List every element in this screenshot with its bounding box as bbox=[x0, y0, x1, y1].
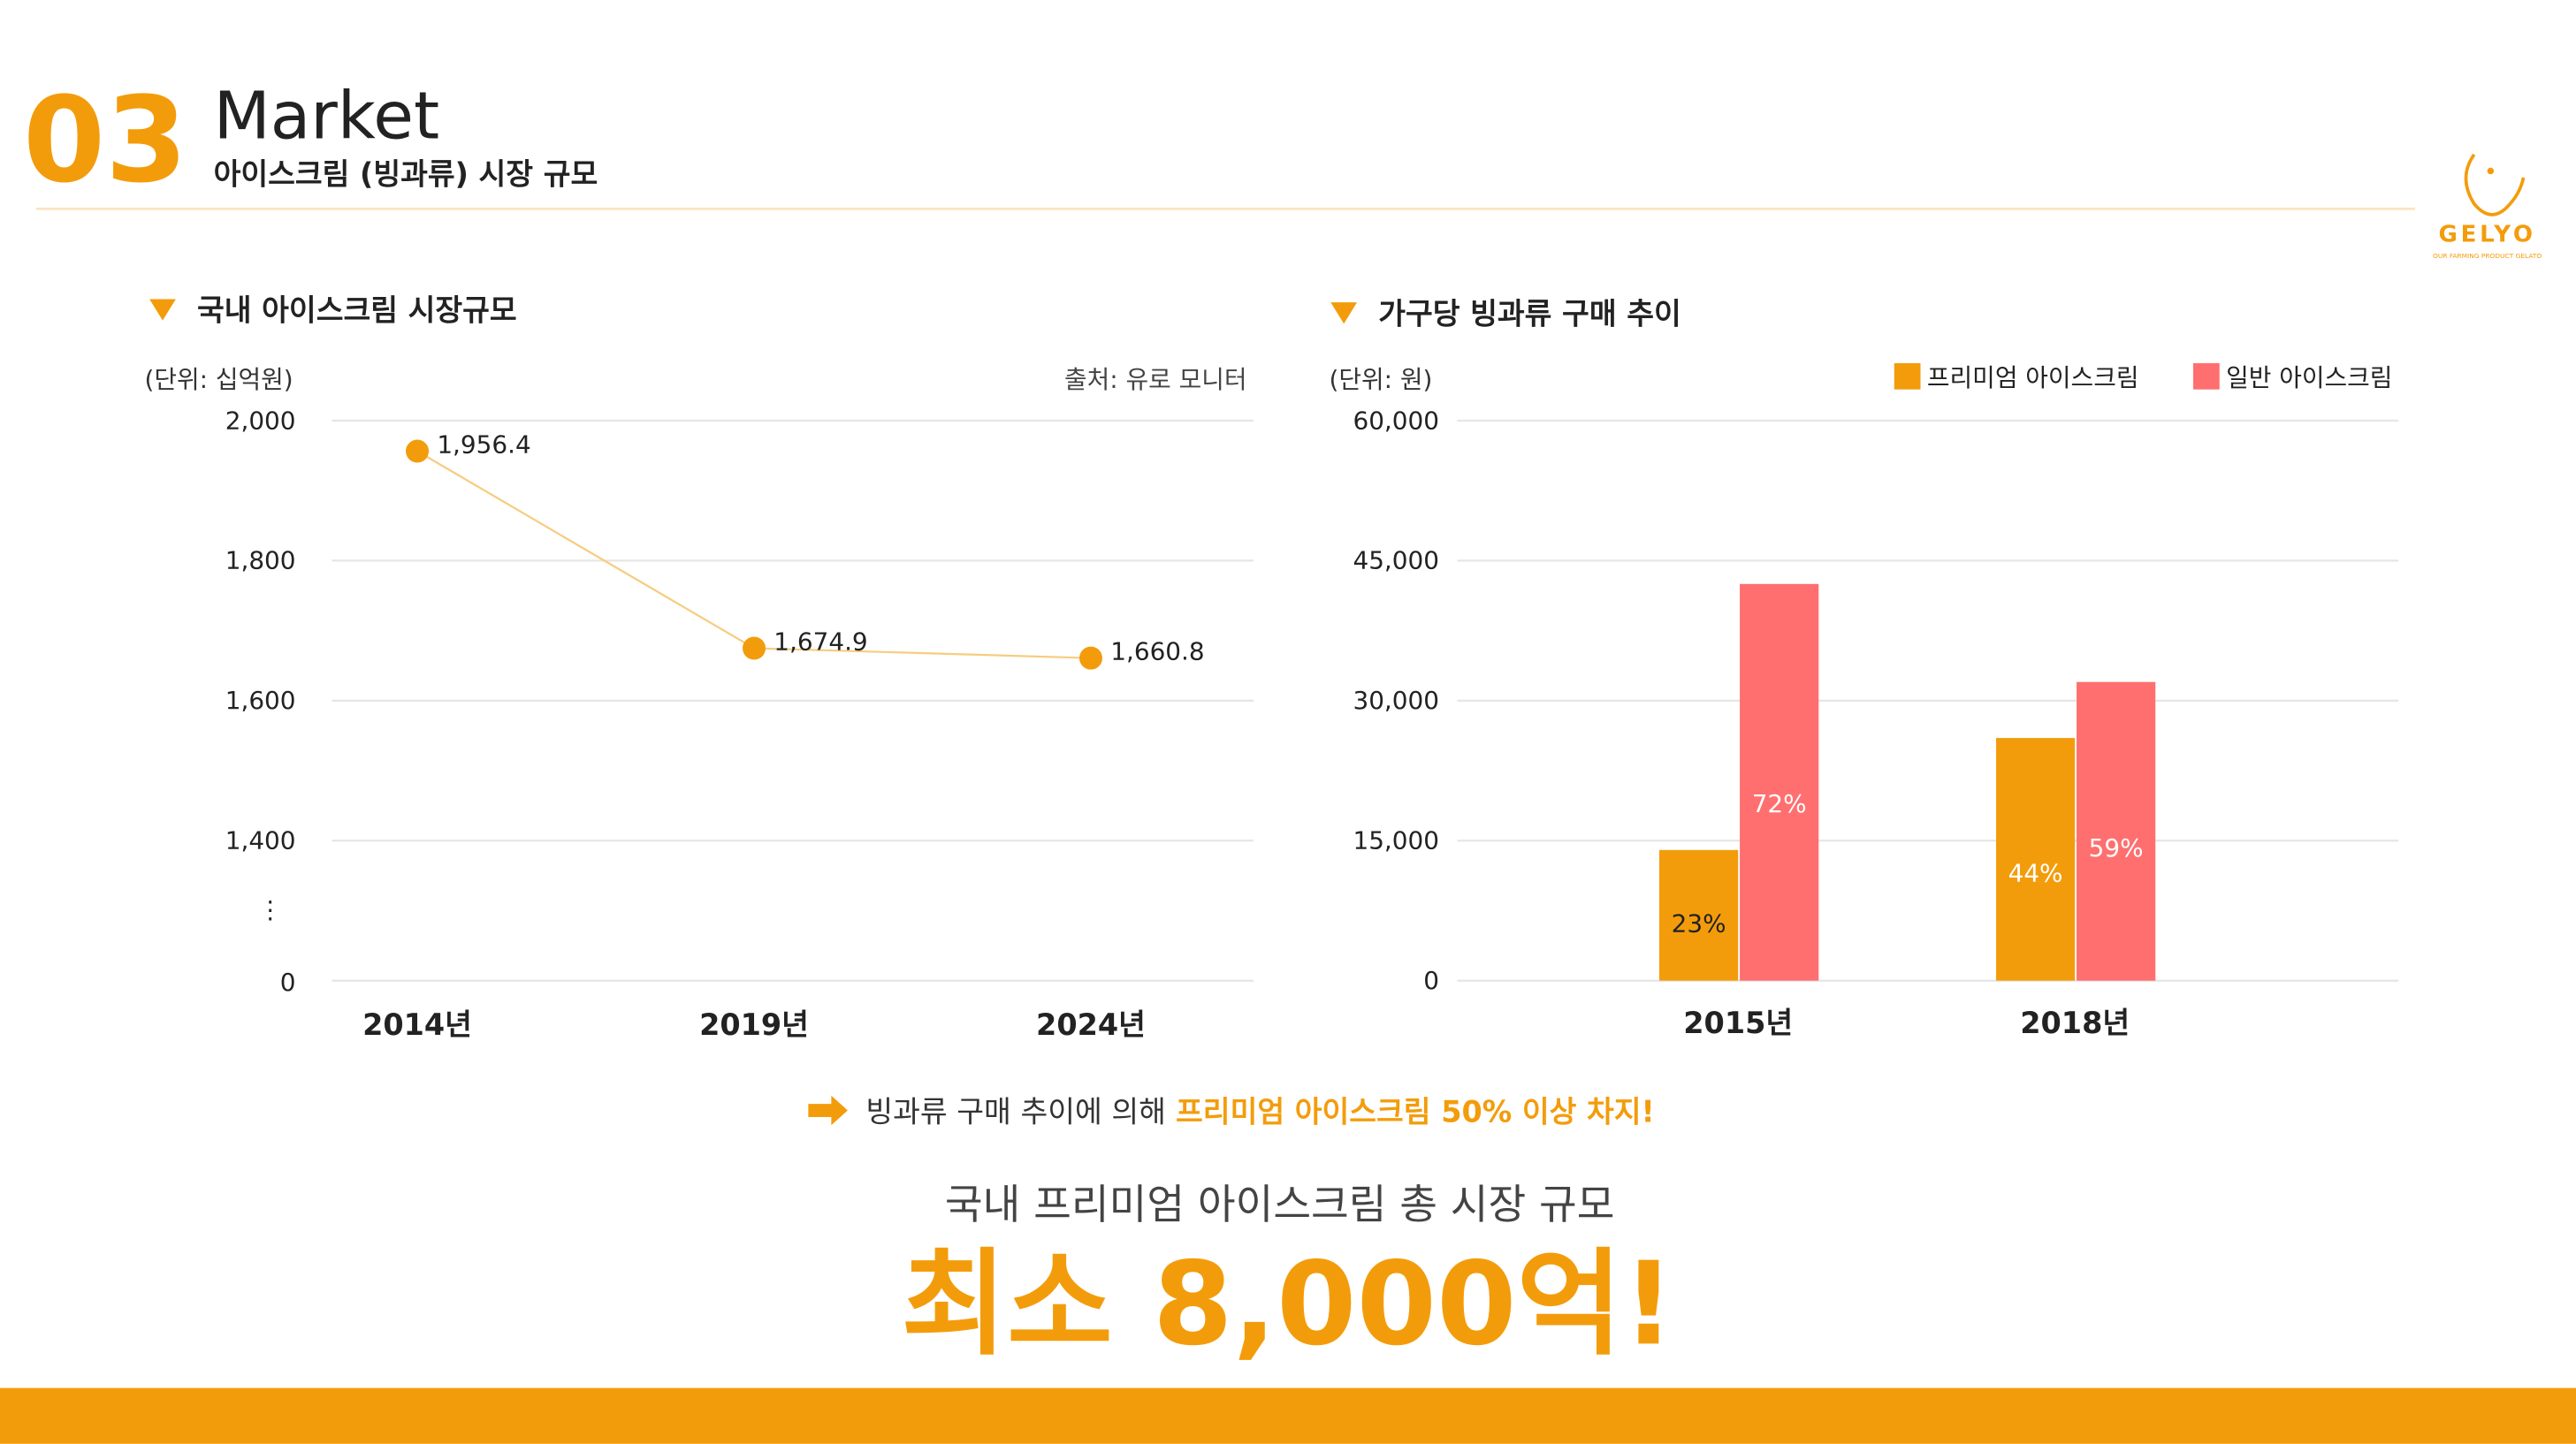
headline: 국내 프리미엄 아이스크림 총 시장 규모 bbox=[945, 1181, 1615, 1228]
line bbox=[416, 450, 1092, 659]
note-highlight: 프리미엄 아이스크림 50% 이상 차지! bbox=[1176, 1095, 1655, 1129]
logo: GELYO OUR FARMING PRODUCT GELATO bbox=[2433, 153, 2542, 260]
arrow-icon bbox=[808, 1095, 848, 1126]
point bbox=[406, 439, 430, 463]
point bbox=[1078, 646, 1102, 670]
x-tick-label: 2019년 bbox=[699, 1007, 809, 1042]
axis-break: ⋮ bbox=[258, 895, 283, 924]
y-tick-label: 1,600 bbox=[225, 686, 296, 715]
heading-marker bbox=[149, 299, 176, 321]
source-label: 출처: 유로 모니터 bbox=[1064, 365, 1247, 394]
legend-label: 프리미엄 아이스크림 bbox=[1927, 363, 2139, 392]
bar bbox=[2077, 681, 2156, 981]
legend-swatch bbox=[1894, 362, 1921, 390]
x-tick-label: 2018년 bbox=[2020, 1006, 2130, 1040]
x-tick-label: 2015년 bbox=[1683, 1006, 1793, 1040]
section-number: 03 bbox=[23, 72, 187, 209]
data-label: 1,956.4 bbox=[437, 429, 530, 459]
logo-name: GELYO bbox=[2439, 221, 2536, 247]
note-text: 빙과류 구매 추이에 의해 bbox=[865, 1095, 1166, 1129]
logo-tagline: OUR FARMING PRODUCT GELATO bbox=[2433, 252, 2542, 260]
x-tick-label: 2024년 bbox=[1036, 1007, 1146, 1042]
data-label: 1,674.9 bbox=[774, 627, 867, 656]
y-tick-label: 1,400 bbox=[225, 826, 296, 855]
unit-label: (단위: 원) bbox=[1329, 365, 1432, 394]
section-title: Market bbox=[214, 77, 440, 154]
logo-mark bbox=[2464, 153, 2526, 217]
bar bbox=[1995, 738, 2076, 981]
point bbox=[743, 636, 766, 660]
footer-note: 빙과류 구매 추이에 의해 프리미엄 아이스크림 50% 이상 차지! bbox=[865, 1095, 1654, 1129]
share-label: 23% bbox=[1672, 908, 1726, 938]
legend-swatch bbox=[2192, 362, 2220, 390]
bar bbox=[1740, 583, 1819, 981]
chart-title: 국내 아이스크림 시장규모 bbox=[197, 293, 517, 328]
y-tick-label: 45,000 bbox=[1353, 546, 1438, 575]
y-tick-label: 0 bbox=[280, 968, 296, 997]
share-label: 72% bbox=[1752, 789, 1807, 818]
logo-dot bbox=[2487, 167, 2495, 175]
y-tick-label: 15,000 bbox=[1353, 826, 1438, 855]
share-label: 59% bbox=[2089, 833, 2144, 863]
footer-band bbox=[0, 1387, 2576, 1444]
share-label: 44% bbox=[2008, 858, 2063, 887]
y-tick-label: 30,000 bbox=[1353, 686, 1438, 715]
y-tick-label: 1,800 bbox=[225, 546, 296, 575]
section-subtitle: 아이스크림 (빙과류) 시장 규모 bbox=[214, 156, 598, 191]
x-tick-label: 2014년 bbox=[362, 1007, 472, 1042]
heading-marker bbox=[1330, 302, 1358, 324]
bar bbox=[1659, 849, 1739, 981]
total: 최소 8,000억! bbox=[901, 1236, 1674, 1371]
y-tick-label: 2,000 bbox=[225, 406, 296, 435]
y-tick-label: 0 bbox=[1423, 966, 1439, 995]
y-tick-label: 60,000 bbox=[1353, 406, 1438, 435]
chart-title: 가구당 빙과류 구매 추이 bbox=[1378, 296, 1681, 331]
unit-label: (단위: 십억원) bbox=[145, 365, 293, 394]
data-label: 1,660.8 bbox=[1110, 637, 1204, 666]
legend-label: 일반 아이스크림 bbox=[2226, 363, 2392, 392]
